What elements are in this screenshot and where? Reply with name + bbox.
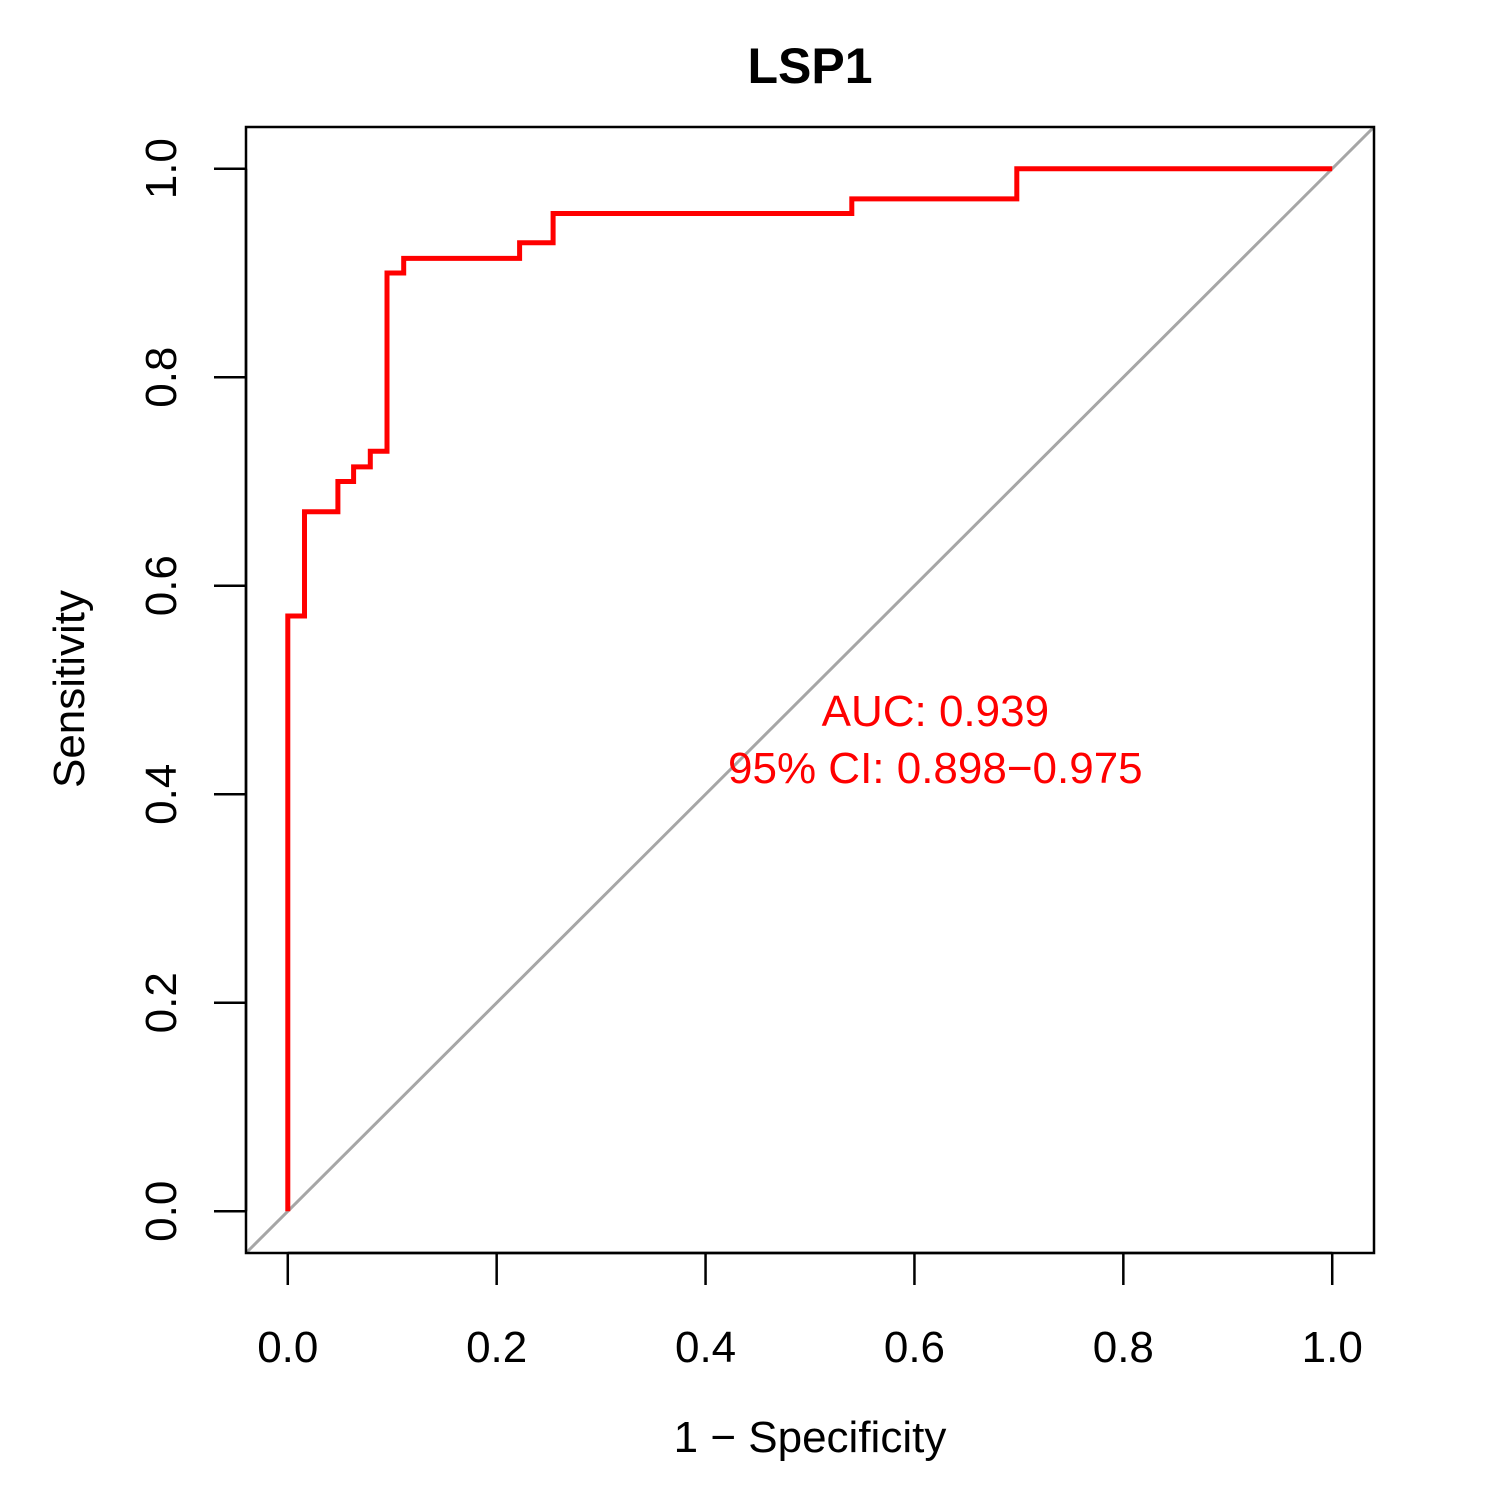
- y-tick-label: 1.0: [137, 138, 186, 199]
- x-tick-label: 0.8: [1093, 1323, 1154, 1372]
- x-tick-label: 0.0: [257, 1323, 318, 1372]
- x-tick-label: 1.0: [1302, 1323, 1363, 1372]
- ci-annotation: 95% CI: 0.898−0.975: [728, 744, 1143, 793]
- x-tick-label: 0.6: [884, 1323, 945, 1372]
- y-tick-label: 0.6: [137, 555, 186, 616]
- y-tick-label: 0.0: [137, 1181, 186, 1242]
- y-tick-label: 0.4: [137, 764, 186, 825]
- x-tick-label: 0.4: [675, 1323, 736, 1372]
- roc-curve: [285, 166, 1333, 1212]
- y-tick-label: 0.2: [137, 972, 186, 1033]
- auc-annotation: AUC: 0.939: [822, 687, 1049, 736]
- x-axis-title: 1 − Specificity: [674, 1413, 947, 1462]
- reference-diagonal-line: [244, 125, 1376, 1255]
- x-tick-label: 0.2: [466, 1323, 527, 1372]
- y-axis-title: Sensitivity: [45, 590, 94, 788]
- chart-title: LSP1: [747, 38, 872, 94]
- y-tick-label: 0.8: [137, 347, 186, 408]
